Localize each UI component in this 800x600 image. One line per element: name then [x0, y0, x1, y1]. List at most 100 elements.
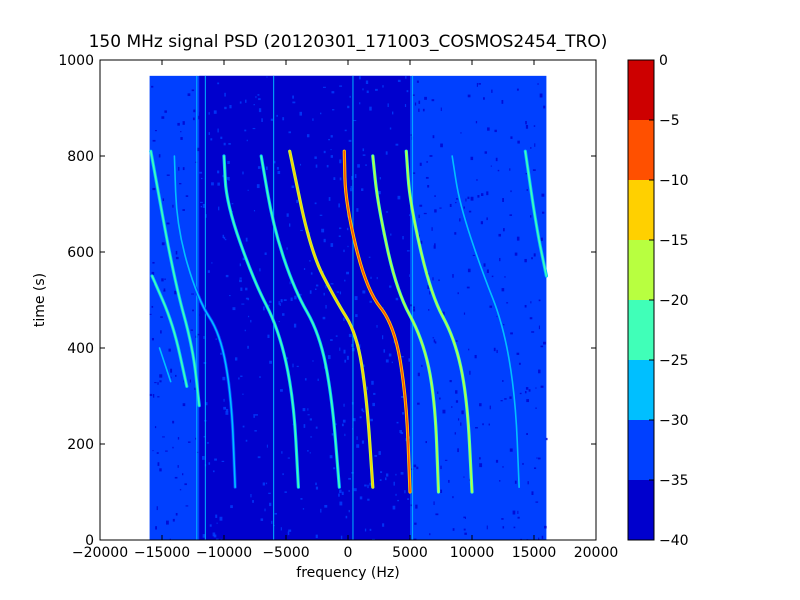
noise-speck — [464, 532, 467, 535]
noise-speck — [151, 337, 155, 341]
noise-speck — [202, 534, 206, 538]
noise-speck — [323, 238, 326, 243]
noise-speck — [339, 227, 342, 230]
noise-speck — [282, 473, 284, 476]
noise-speck — [242, 171, 244, 175]
noise-speck — [257, 94, 260, 96]
noise-speck — [207, 270, 210, 273]
noise-speck — [455, 390, 458, 394]
noise-speck — [400, 472, 404, 475]
noise-speck — [433, 339, 436, 343]
noise-speck — [309, 290, 312, 294]
noise-speck — [376, 277, 378, 280]
noise-speck — [498, 233, 502, 237]
noise-speck — [314, 202, 317, 205]
noise-speck — [404, 490, 406, 494]
noise-speck — [455, 340, 458, 342]
noise-speck — [475, 120, 478, 124]
noise-speck — [177, 465, 179, 468]
noise-speck — [455, 198, 459, 200]
noise-speck — [424, 96, 427, 100]
noise-speck — [172, 420, 175, 424]
noise-speck — [194, 387, 196, 390]
noise-speck — [457, 448, 459, 453]
noise-speck — [534, 143, 536, 147]
noise-speck — [322, 86, 326, 88]
noise-speck — [223, 406, 227, 410]
noise-speck — [365, 164, 368, 166]
x-tick-label: −20000 — [72, 545, 128, 561]
noise-speck — [199, 111, 202, 116]
noise-speck — [195, 437, 197, 440]
noise-speck — [180, 137, 183, 140]
chart-title: 150 MHz signal PSD (20120301_171003_COSM… — [89, 32, 608, 52]
noise-speck — [330, 149, 332, 151]
noise-speck — [434, 341, 437, 344]
noise-speck — [380, 471, 383, 474]
noise-speck — [531, 331, 535, 333]
noise-speck — [426, 160, 428, 163]
noise-speck — [182, 473, 184, 476]
noise-speck — [244, 129, 247, 132]
noise-speck — [307, 408, 309, 411]
noise-speck — [315, 486, 319, 490]
noise-speck — [356, 208, 359, 212]
noise-speck — [254, 414, 258, 416]
noise-speck — [177, 437, 180, 440]
noise-speck — [375, 88, 378, 91]
noise-speck — [162, 436, 165, 438]
noise-speck — [185, 505, 189, 507]
noise-speck — [283, 299, 287, 301]
noise-speck — [247, 315, 250, 318]
noise-speck — [350, 185, 353, 188]
noise-speck — [391, 361, 393, 364]
colorbar-level — [628, 180, 654, 240]
noise-speck — [315, 284, 319, 287]
noise-speck — [180, 131, 182, 133]
noise-speck — [410, 504, 413, 507]
colorbar-level — [628, 60, 654, 120]
y-tick-label: 200 — [67, 437, 94, 453]
noise-speck — [202, 456, 205, 460]
noise-speck — [497, 169, 500, 172]
noise-speck — [152, 261, 155, 264]
noise-speck — [229, 105, 232, 109]
noise-speck — [262, 306, 265, 311]
noise-speck — [269, 300, 272, 303]
noise-speck — [401, 356, 404, 358]
noise-speck — [468, 210, 472, 213]
noise-speck — [304, 378, 307, 381]
noise-speck — [208, 112, 210, 115]
noise-speck — [203, 436, 206, 438]
noise-speck — [361, 408, 364, 412]
noise-speck — [517, 516, 520, 519]
noise-speck — [220, 352, 223, 355]
noise-speck — [476, 82, 478, 87]
noise-speck — [225, 408, 229, 412]
noise-speck — [250, 493, 252, 498]
x-tick-label: −10000 — [196, 545, 252, 561]
noise-speck — [346, 355, 349, 360]
noise-speck — [419, 204, 423, 207]
noise-speck — [169, 538, 171, 540]
noise-speck — [488, 423, 490, 426]
noise-speck — [280, 389, 283, 392]
noise-speck — [455, 400, 459, 403]
noise-speck — [412, 94, 415, 97]
noise-speck — [338, 235, 341, 238]
noise-speck — [338, 493, 340, 497]
noise-speck — [164, 278, 166, 281]
noise-speck — [225, 274, 229, 278]
noise-speck — [465, 198, 467, 202]
x-tick-label: 20000 — [574, 545, 619, 561]
noise-speck — [347, 105, 350, 109]
noise-speck — [439, 489, 443, 493]
colorbar-tick-label: −25 — [659, 353, 689, 369]
noise-speck — [348, 477, 352, 480]
noise-speck — [499, 480, 501, 482]
noise-speck — [302, 508, 305, 510]
noise-speck — [323, 150, 326, 154]
noise-speck — [538, 537, 540, 540]
noise-speck — [466, 286, 470, 289]
noise-speck — [203, 336, 205, 339]
